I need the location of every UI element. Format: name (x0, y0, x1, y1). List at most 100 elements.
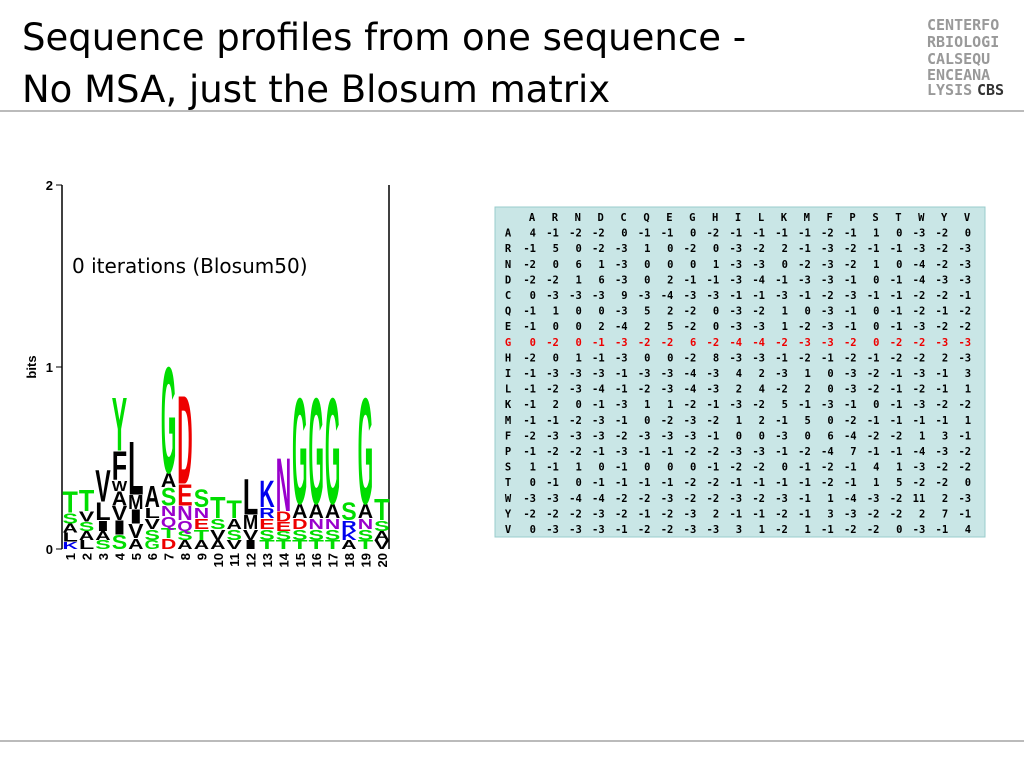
cell: 3 (827, 508, 833, 520)
x-tick-label: 15 (293, 553, 308, 567)
cell: 0 (530, 477, 536, 489)
cell: -1 (638, 228, 651, 240)
cell: 1 (873, 228, 879, 240)
cell: -2 (707, 415, 720, 427)
cell: -3 (729, 321, 742, 333)
cell: 1 (873, 259, 879, 271)
cell: -2 (867, 384, 880, 396)
logo-letter: R (341, 517, 357, 534)
row-label: S (505, 462, 511, 474)
cell: 1 (965, 415, 971, 427)
cell: -2 (638, 524, 651, 536)
cell: -1 (798, 243, 811, 255)
cell: -1 (844, 399, 857, 411)
logo-letter: S (161, 482, 176, 511)
cell: -3 (729, 259, 742, 271)
cell: -1 (752, 228, 765, 240)
cell: 4 (873, 462, 879, 474)
cell: -4 (913, 259, 926, 271)
cell: -1 (936, 368, 949, 380)
cell: -3 (569, 368, 582, 380)
cell: -3 (729, 399, 742, 411)
cell: -3 (936, 446, 949, 458)
cell: 0 (553, 259, 559, 271)
column-header: N (575, 212, 581, 224)
logo-letter: D (161, 535, 177, 552)
y-tick-label: 1 (46, 360, 53, 375)
cell: -3 (729, 243, 742, 255)
cell: 2 (598, 321, 604, 333)
cell: -2 (844, 352, 857, 364)
cell: -2 (867, 524, 880, 536)
cell: 8 (713, 352, 719, 364)
logo-letter: V (112, 503, 128, 525)
cell: -1 (867, 243, 880, 255)
logo-letter: A (177, 538, 192, 552)
cell: -3 (913, 524, 926, 536)
cell: -3 (546, 290, 559, 302)
logo-letter: T (374, 494, 390, 527)
logo-letter: S (292, 526, 308, 543)
x-tick-label: 17 (326, 553, 341, 567)
cell: -1 (546, 477, 559, 489)
cell: 0 (598, 462, 604, 474)
logo-letter: G (161, 335, 176, 505)
column-header: Q (643, 212, 649, 224)
row-label: Y (505, 508, 512, 520)
cell: 3 (736, 524, 742, 536)
column-header: D (598, 212, 604, 224)
cell: -2 (684, 493, 697, 505)
cell: 0 (804, 306, 810, 318)
cell: -3 (958, 243, 971, 255)
cell: -2 (913, 337, 926, 349)
cell: 5 (553, 243, 559, 255)
cell: -3 (569, 384, 582, 396)
cell: -2 (958, 306, 971, 318)
column-header: P (849, 212, 855, 224)
logo-letter: V (79, 508, 95, 525)
cell: -1 (615, 462, 628, 474)
cell: -1 (890, 415, 903, 427)
cell: -1 (890, 446, 903, 458)
cell: -2 (523, 508, 536, 520)
cell: 4 (965, 524, 971, 536)
cell: -3 (958, 352, 971, 364)
cell: -2 (775, 524, 788, 536)
row-label: C (505, 290, 511, 302)
cell: -4 (615, 321, 628, 333)
cell: -2 (913, 290, 926, 302)
cell: 0 (965, 477, 971, 489)
row-label: H (505, 352, 511, 364)
cell: -3 (546, 368, 559, 380)
logo-letter: A (227, 515, 243, 532)
cell: 5 (896, 477, 902, 489)
cell: -3 (729, 274, 742, 286)
cell: 0 (644, 352, 650, 364)
logo-line: RBIOLOGI (927, 33, 999, 51)
cell: -1 (798, 493, 811, 505)
cell: -3 (844, 508, 857, 520)
cell: 2 (942, 493, 948, 505)
column-header: I (735, 212, 741, 224)
cell: -1 (729, 290, 742, 302)
x-tick-label: 11 (227, 553, 242, 567)
cell: -1 (523, 368, 536, 380)
logo-letter: N (309, 515, 324, 532)
cell: -3 (798, 337, 811, 349)
cell: -2 (752, 462, 765, 474)
cell: -2 (821, 477, 834, 489)
cell: 7 (942, 508, 948, 520)
cell: -1 (592, 352, 605, 364)
cell: 2 (919, 508, 925, 520)
cell: -3 (821, 321, 834, 333)
cell: 1 (553, 306, 559, 318)
logo-letter: T (161, 524, 177, 541)
x-tick-label: 7 (162, 553, 177, 560)
cell: -1 (798, 399, 811, 411)
cell: -2 (844, 243, 857, 255)
cell: -2 (844, 337, 857, 349)
cell: 0 (782, 462, 788, 474)
cell: 1 (896, 462, 902, 474)
cell: -2 (707, 228, 720, 240)
cell: -1 (523, 321, 536, 333)
